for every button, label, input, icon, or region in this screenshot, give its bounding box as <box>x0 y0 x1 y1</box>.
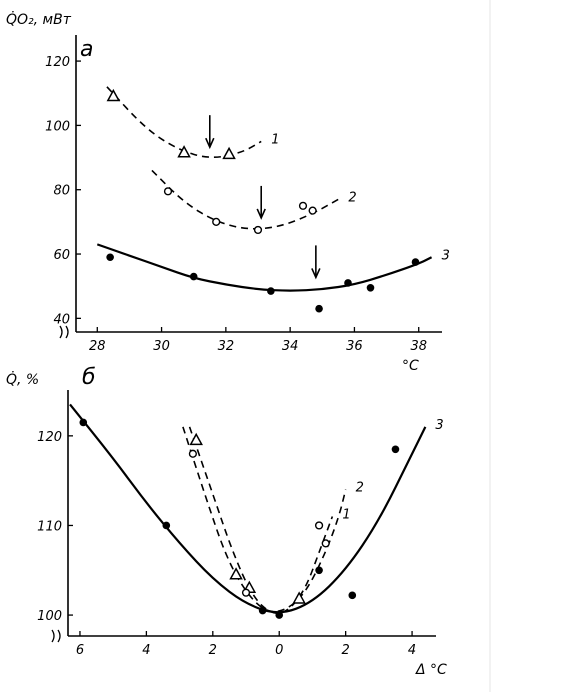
series-label-1: 1 <box>271 132 279 147</box>
panel-a-points <box>106 88 420 313</box>
point-series-2 <box>241 588 251 597</box>
panel-b-series-labels: 12 3 <box>342 418 443 523</box>
series-label-2: 2 <box>356 481 364 496</box>
x-tick-label: 2 <box>209 643 217 658</box>
point-series-2 <box>253 225 263 235</box>
point-series-3 <box>267 287 275 295</box>
point-series-2 <box>321 539 330 548</box>
point-series-3 <box>275 611 284 619</box>
curve-series-2 <box>151 169 339 230</box>
x-tick-label: 28 <box>89 339 106 354</box>
curve-series-3 <box>69 403 427 614</box>
panel-a-series-labels: 1 2 3 <box>271 132 450 263</box>
x-tick-label: 4 <box>142 643 150 658</box>
arrow-head-series-1 <box>205 137 215 150</box>
point-series-1 <box>222 146 236 160</box>
x-tick-label: 38 <box>410 339 427 354</box>
x-tick-label: 0 <box>275 643 283 658</box>
curve-series-3 <box>96 243 433 292</box>
y-tick-label: 100 <box>37 609 62 624</box>
point-series-2 <box>212 217 221 226</box>
axis-break-mark <box>59 325 69 339</box>
x-tick-label: 2 <box>342 643 350 658</box>
axis-break-mark <box>51 629 61 643</box>
curve-series-1 <box>188 426 334 615</box>
x-tick-label: 6 <box>76 643 84 658</box>
y-tick-label: 120 <box>45 55 70 70</box>
point-series-3 <box>391 445 400 454</box>
point-series-1 <box>229 567 243 580</box>
series-label-2: 2 <box>348 190 356 205</box>
point-series-3 <box>315 304 323 313</box>
curve-series-2 <box>182 426 347 613</box>
x-tick-label: 36 <box>346 339 363 354</box>
x-tick-label: 30 <box>153 339 170 354</box>
arrow-head-series-2 <box>256 208 266 220</box>
panel-b-y-label: Q̇, % <box>6 371 39 388</box>
panel-a-curves <box>96 86 433 292</box>
curve-series-1 <box>106 86 262 159</box>
point-series-3 <box>162 521 171 530</box>
x-tick-label: 34 <box>282 339 299 354</box>
point-series-3 <box>411 258 420 266</box>
panel-b-curves <box>69 403 427 615</box>
panel-b-points <box>79 418 400 619</box>
point-series-1 <box>292 591 306 604</box>
panel-a-axes: 40 60 80 100 120 28 30 32 34 36 38 <box>45 35 442 354</box>
point-series-3 <box>189 272 198 281</box>
panel-b-x-label: Δ °C <box>415 662 447 678</box>
x-tick-label: 32 <box>218 339 235 354</box>
point-series-2 <box>308 206 317 215</box>
point-series-3 <box>344 279 352 287</box>
arrow-head-series-3 <box>311 268 321 280</box>
point-series-1 <box>106 88 121 102</box>
point-series-3 <box>348 591 357 600</box>
panel-a-arrows <box>205 115 321 280</box>
panel-b-axes: 100 110 120 6 4 2 0 2 4 <box>37 390 436 658</box>
point-series-3 <box>366 284 375 292</box>
point-series-1 <box>177 145 191 158</box>
point-series-3 <box>79 418 88 427</box>
panel-a-label: а <box>80 37 93 62</box>
point-series-1 <box>189 432 203 446</box>
panel-a-x-label: °C <box>402 358 419 374</box>
y-tick-label: 110 <box>37 519 62 534</box>
point-series-3 <box>106 253 114 262</box>
series-label-3: 3 <box>442 248 450 263</box>
point-series-2 <box>188 449 197 458</box>
point-series-2 <box>298 201 308 210</box>
x-tick-label: 4 <box>408 643 416 658</box>
point-series-2 <box>163 187 173 196</box>
panel-b-label: б <box>82 365 96 390</box>
y-tick-label: 100 <box>45 119 70 134</box>
point-series-3 <box>258 606 267 615</box>
panel-a-y-label: Q̇O₂, мВт <box>6 11 72 28</box>
y-tick-label: 120 <box>37 430 62 445</box>
y-tick-label: 60 <box>53 248 70 263</box>
point-series-2 <box>314 521 324 530</box>
y-tick-label: 40 <box>53 312 70 327</box>
series-label-1: 1 <box>342 508 350 523</box>
series-label-3: 3 <box>435 418 443 433</box>
y-tick-label: 80 <box>53 184 70 199</box>
point-series-3 <box>315 566 323 575</box>
